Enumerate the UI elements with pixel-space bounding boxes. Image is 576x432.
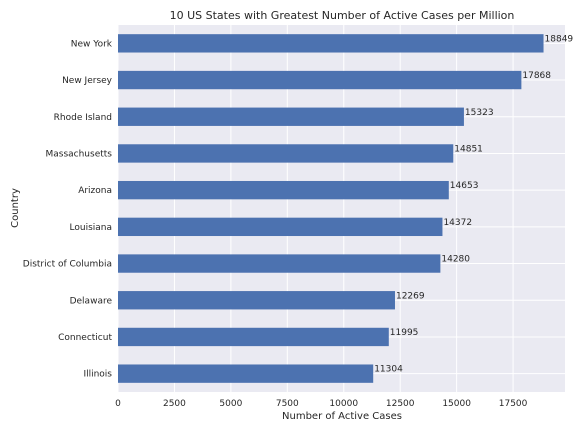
x-axis-label: Number of Active Cases <box>282 411 402 422</box>
bar <box>118 254 441 273</box>
category-label: Illinois <box>83 370 112 380</box>
data-labels: 18849 17868 15323 14851 14653 14372 14280 12269… <box>374 34 573 374</box>
bar <box>118 327 389 347</box>
category-label: Rhode Island <box>54 113 112 123</box>
bar <box>118 291 395 310</box>
x-axis-ticks: 0 2500 5000 7500 10000 12500 15000 17500 <box>115 399 528 409</box>
bar <box>118 107 464 126</box>
category-label: New York <box>71 39 113 49</box>
bar <box>118 144 454 163</box>
data-label: 12269 <box>396 291 425 301</box>
data-label: 14280 <box>441 255 470 265</box>
bar <box>118 70 522 90</box>
category-label: Delaware <box>70 296 113 306</box>
x-tick-label: 15000 <box>442 399 471 409</box>
data-label: 11995 <box>390 328 419 338</box>
x-tick-label: 5000 <box>219 399 242 409</box>
data-label: 15323 <box>465 108 494 118</box>
bar <box>118 180 449 200</box>
category-label: Louisiana <box>70 223 113 233</box>
bars <box>118 34 544 383</box>
category-label: Massachusetts <box>45 149 112 159</box>
category-label: New Jersey <box>62 76 113 86</box>
data-label: 11304 <box>374 365 403 375</box>
bar <box>118 217 443 237</box>
x-tick-label: 10000 <box>329 399 358 409</box>
x-tick-label: 17500 <box>499 399 528 409</box>
x-tick-label: 12500 <box>386 399 415 409</box>
bar <box>118 364 374 383</box>
x-tick-label: 7500 <box>276 399 299 409</box>
data-label: 17868 <box>522 71 551 81</box>
chart-title: 10 US States with Greatest Number of Act… <box>170 9 515 22</box>
category-label: District of Columbia <box>23 260 112 270</box>
x-tick-label: 2500 <box>163 399 186 409</box>
data-label: 14851 <box>454 144 483 154</box>
x-tick-label: 0 <box>115 399 121 409</box>
data-label: 18849 <box>545 34 574 44</box>
category-label: Connecticut <box>58 333 112 343</box>
category-label: Arizona <box>78 186 112 196</box>
category-labels: New York New Jersey Rhode Island Massachuse… <box>23 39 113 379</box>
y-axis-label: Country <box>10 188 21 228</box>
data-label: 14653 <box>450 181 479 191</box>
bar <box>118 34 544 53</box>
data-label: 14372 <box>443 218 472 228</box>
